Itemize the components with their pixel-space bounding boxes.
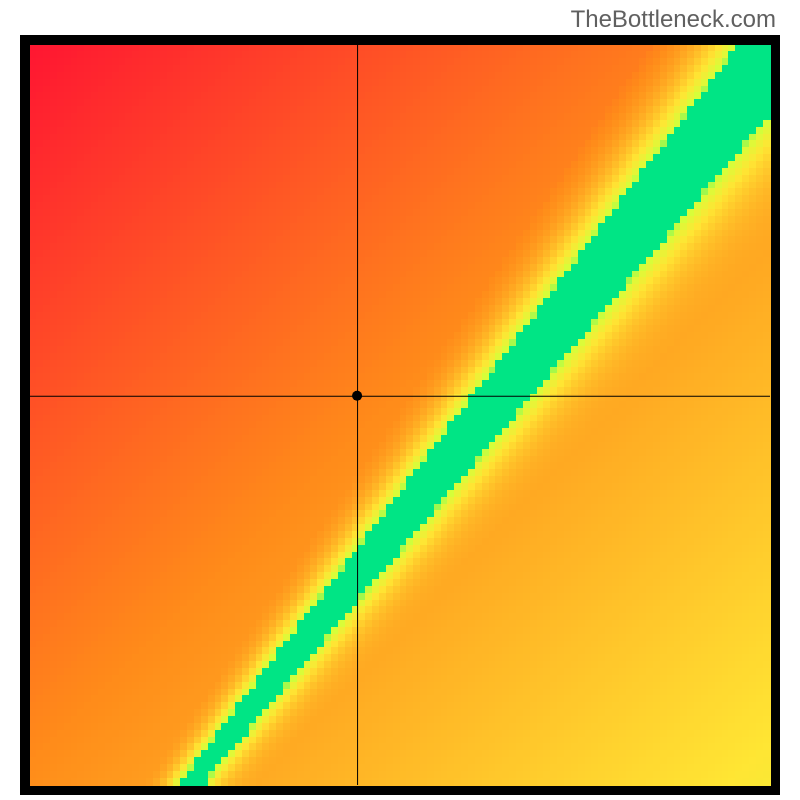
- chart-container: TheBottleneck.com: [0, 0, 800, 800]
- watermark-text: TheBottleneck.com: [571, 6, 776, 34]
- heatmap-canvas: [20, 35, 780, 795]
- plot-area: [20, 35, 780, 795]
